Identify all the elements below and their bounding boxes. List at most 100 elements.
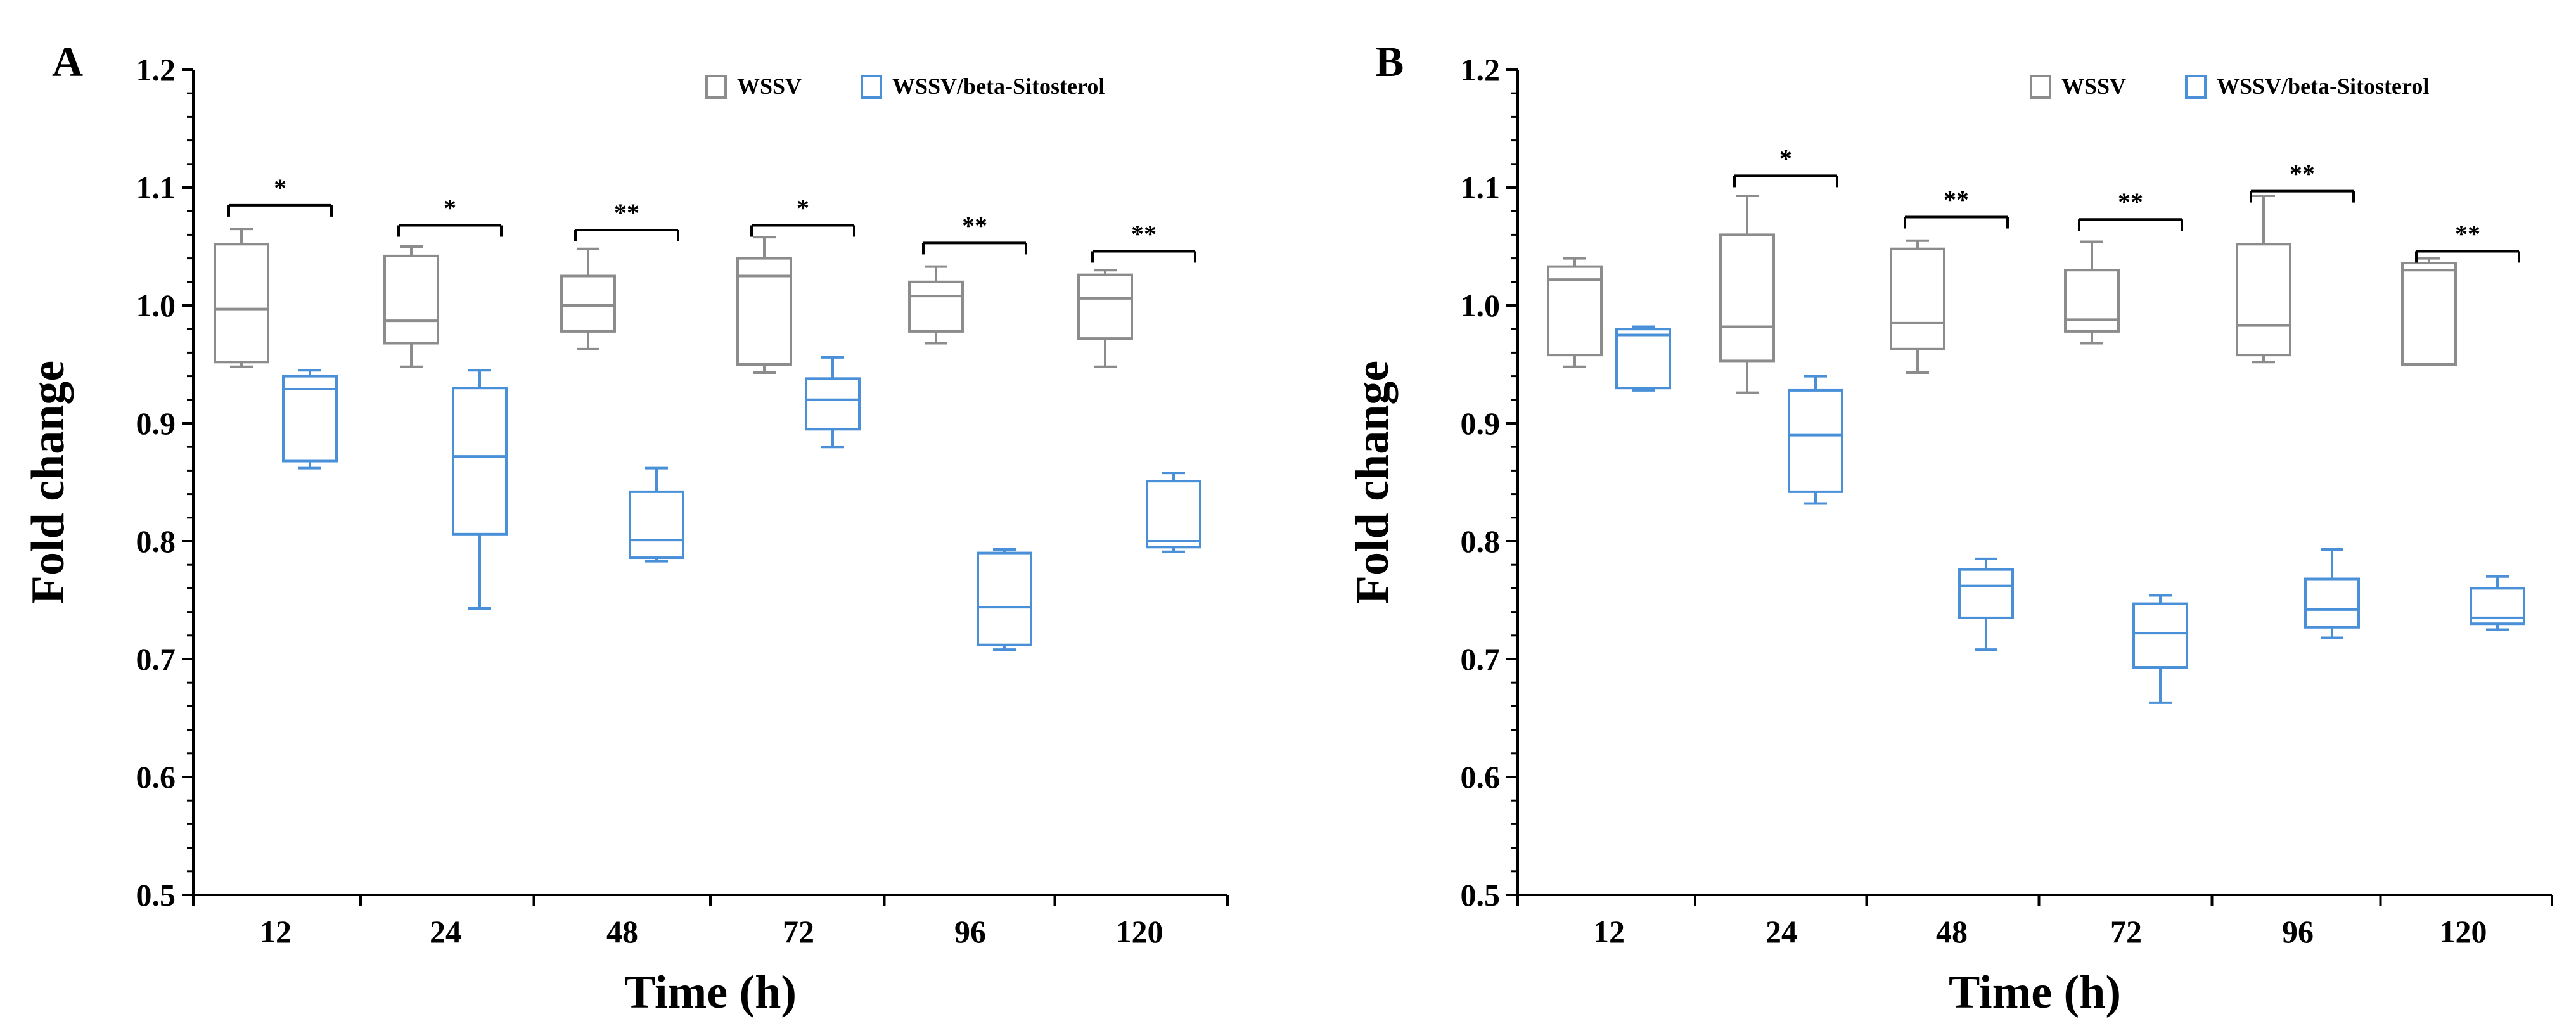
significance-72: * (750, 194, 855, 237)
box-wssv-96 (908, 265, 964, 345)
box-iqr (452, 387, 508, 536)
sig-label: * (1779, 144, 1792, 172)
box-iqr (1547, 265, 1603, 357)
box-wssv-beta-sitosterol-96 (977, 548, 1032, 651)
box-wssv-24 (383, 245, 439, 368)
x-tick-label: 24 (430, 914, 461, 949)
legend: WSSV WSSV/beta-Sitosterol (2030, 74, 2429, 99)
sig-label: * (444, 194, 456, 222)
y-tick-label: 1.1 (136, 170, 176, 205)
y-tick-label: 1.0 (1461, 288, 1501, 323)
y-axis-title: Fold change (1347, 361, 1399, 604)
box-wssv-beta-sitosterol-72 (805, 356, 861, 449)
sig-label: ** (2118, 188, 2143, 216)
box-iqr (282, 375, 338, 463)
sig-label: ** (2290, 160, 2315, 188)
box-iqr (1890, 247, 1945, 350)
x-tick-label: 72 (2110, 914, 2142, 949)
legend-swatch (2030, 75, 2051, 99)
box-iqr (908, 280, 964, 333)
x-axis-title: Time (h) (1949, 966, 2121, 1018)
box-iqr (2304, 577, 2360, 629)
x-tick-label: 12 (1593, 914, 1625, 949)
y-tick-label: 1.2 (1461, 52, 1501, 87)
box-iqr (1077, 273, 1133, 340)
box-iqr (383, 254, 439, 345)
significance-48: ** (574, 198, 679, 241)
panel-letter: B (1375, 37, 1404, 86)
box-wssv-beta-sitosterol-120 (1146, 472, 1201, 553)
box-wssv-48 (1890, 239, 1945, 375)
legend-swatch (2185, 75, 2207, 99)
significance-12: * (227, 174, 333, 217)
box-wssv-beta-sitosterol-48 (629, 466, 684, 563)
box-wssv-12 (214, 228, 269, 368)
x-axis-title: Time (h) (624, 966, 797, 1018)
y-tick-label: 0.9 (1461, 406, 1501, 441)
box-wssv-48 (560, 247, 616, 350)
sig-label: ** (2455, 219, 2480, 248)
sig-label: ** (962, 211, 987, 240)
box-iqr (214, 243, 269, 364)
box-iqr (805, 377, 861, 431)
box-wssv-24 (1719, 195, 1775, 394)
y-tick-label: 0.7 (136, 641, 176, 677)
box-iqr (1615, 328, 1671, 390)
y-tick-label: 0.9 (136, 406, 176, 441)
box-wssv-beta-sitosterol-96 (2304, 548, 2360, 639)
box-iqr (977, 551, 1032, 646)
y-tick-label: 1.1 (1461, 170, 1501, 205)
panel-letter: A (52, 37, 83, 86)
x-tick-label: 120 (1116, 914, 1163, 949)
significance-72: ** (2078, 188, 2183, 231)
significance-48: ** (1904, 186, 2009, 229)
box-iqr (2236, 243, 2291, 357)
y-tick-label: 0.6 (136, 759, 176, 795)
significance-120: ** (1091, 219, 1196, 263)
sig-label: * (274, 174, 286, 202)
x-tick-label: 12 (260, 914, 292, 949)
x-tick-label: 48 (1936, 914, 1968, 949)
panel-b: B 0.5 0.6 0.7 0.8 0.9 1.0 1.1 1.2 12 24 48 72 96 120 Ti… (1347, 37, 2553, 1018)
significance-120: ** (2415, 219, 2520, 263)
box-iqr (560, 274, 616, 333)
box-iqr (1958, 568, 2014, 619)
legend-entry: WSSV (2030, 74, 2126, 99)
box-wssv-beta-sitosterol-24 (1788, 375, 1843, 505)
sig-label: ** (1944, 186, 1969, 214)
x-tick-label: 72 (783, 914, 814, 949)
x-tick-label: 48 (606, 914, 638, 949)
legend-swatch (861, 75, 882, 99)
box-wssv-beta-sitosterol-12 (1615, 325, 1671, 392)
legend-label: WSSV (737, 74, 802, 99)
box-iqr (736, 257, 792, 366)
box-wssv-beta-sitosterol-120 (2470, 575, 2525, 631)
legend-label: WSSV/beta-Sitosterol (2217, 74, 2429, 99)
sig-label: * (797, 194, 809, 222)
box-wssv-120 (2401, 257, 2457, 366)
sig-label: ** (1131, 219, 1157, 248)
significance-24: * (1733, 144, 1838, 188)
box-wssv-120 (1077, 269, 1133, 368)
box-iqr (2132, 602, 2188, 669)
x-tick-label: 96 (2282, 914, 2314, 949)
sig-label: ** (614, 198, 639, 227)
y-tick-label: 1.0 (136, 288, 176, 323)
legend-entry: WSSV (705, 74, 802, 99)
box-wssv-beta-sitosterol-72 (2132, 594, 2188, 704)
y-tick-label: 0.5 (1461, 877, 1501, 913)
box-iqr (1788, 388, 1843, 493)
legend-swatch (705, 75, 727, 99)
legend-label: WSSV/beta-Sitosterol (892, 74, 1105, 99)
box-wssv-96 (2236, 195, 2291, 364)
box-iqr (2470, 587, 2525, 626)
box-wssv-72 (2064, 240, 2120, 345)
box-wssv-beta-sitosterol-12 (282, 369, 338, 470)
box-iqr (2064, 269, 2120, 333)
legend: WSSV WSSV/beta-Sitosterol (705, 74, 1105, 99)
box-wssv-beta-sitosterol-24 (452, 369, 508, 610)
y-tick-label: 0.6 (1461, 759, 1501, 795)
box-iqr (1146, 480, 1201, 549)
x-tick-label: 24 (1765, 914, 1797, 949)
